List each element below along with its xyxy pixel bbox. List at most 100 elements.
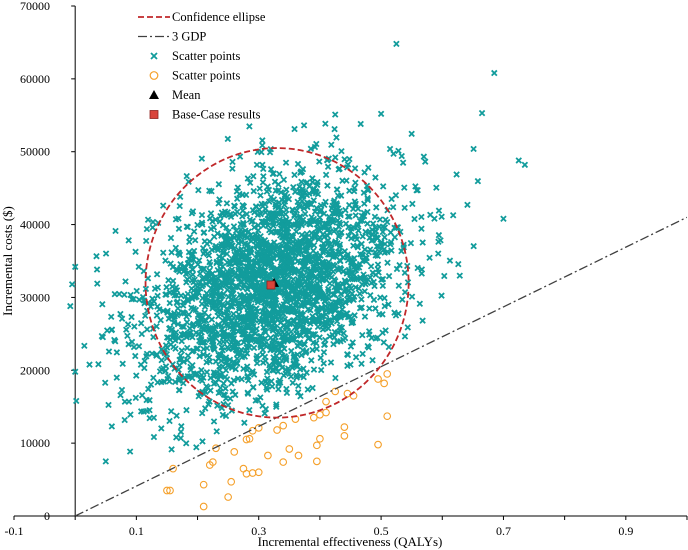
scatter-point-x xyxy=(426,254,433,262)
scatter-point-x xyxy=(308,357,315,364)
scatter-point-x xyxy=(233,208,241,216)
scatter-point-x xyxy=(269,245,276,252)
scatter-point-x xyxy=(255,222,262,229)
scatter-point-x xyxy=(278,196,286,204)
x-tick-label: 0.5 xyxy=(374,524,389,538)
scatter-point-x xyxy=(245,228,252,235)
scatter-point-x xyxy=(163,334,171,341)
scatter-point-x xyxy=(342,299,349,306)
scatter-point-x xyxy=(266,198,273,205)
scatter-point-circle xyxy=(224,493,232,501)
scatter-point-x xyxy=(240,331,247,338)
scatter-point-x xyxy=(154,284,162,291)
scatter-point-x xyxy=(229,388,237,395)
scatter-point-circle xyxy=(383,412,392,421)
scatter-point-x xyxy=(300,122,308,129)
scatter-point-x xyxy=(294,342,302,350)
scatter-point-x xyxy=(269,316,277,323)
scatter-point-x xyxy=(346,213,353,220)
scatter-point-x xyxy=(178,347,186,354)
scatter-point-x xyxy=(301,210,309,218)
scatter-point-x xyxy=(282,159,290,166)
scatter-point-x xyxy=(352,233,359,241)
scatter-point-x xyxy=(142,237,150,245)
scatter-point-circle xyxy=(279,421,288,430)
scatter-point-x xyxy=(196,270,204,277)
scatter-point-x xyxy=(178,355,185,363)
scatter-point-x xyxy=(401,269,409,277)
scatter-point-x xyxy=(221,232,228,239)
scatter-point-x xyxy=(228,278,235,285)
scatter-point-x xyxy=(121,416,128,424)
scatter-point-x xyxy=(274,288,281,296)
scatter-point-x xyxy=(241,331,249,338)
scatter-point-x xyxy=(306,236,313,244)
scatter-point-x xyxy=(311,331,319,338)
scatter-point-x xyxy=(295,250,302,258)
scatter-point-x xyxy=(363,254,370,262)
scatter-point-x xyxy=(235,349,243,357)
scatter-point-x xyxy=(143,225,151,233)
y-tick-label: 40000 xyxy=(20,218,50,232)
scatter-point-x xyxy=(320,259,328,267)
scatter-point-x xyxy=(193,444,200,451)
scatter-point-x xyxy=(478,109,486,117)
y-tick-label: 20000 xyxy=(20,363,50,377)
scatter-point-x xyxy=(347,235,355,242)
scatter-point-x xyxy=(311,274,319,281)
scatter-point-x xyxy=(238,259,245,266)
scatter-point-x xyxy=(249,368,256,375)
scatter-point-x xyxy=(344,351,351,358)
scatter-point-x xyxy=(291,352,298,360)
scatter-point-x xyxy=(271,356,278,364)
scatter-point-x xyxy=(217,371,225,379)
scatter-point-x xyxy=(434,250,442,257)
scatter-point-x xyxy=(210,380,218,387)
scatter-point-x xyxy=(223,200,231,207)
scatter-point-x xyxy=(264,183,271,190)
scatter-point-x xyxy=(210,224,218,231)
scatter-point-x xyxy=(322,198,329,206)
y-tick-label: 30000 xyxy=(20,290,50,304)
scatter-point-x xyxy=(377,110,385,118)
scatter-point-x xyxy=(144,385,152,393)
scatter-point-x xyxy=(260,173,267,180)
scatter-point-x xyxy=(366,305,373,312)
scatter-point-x xyxy=(331,328,339,336)
scatter-point-x xyxy=(250,384,257,391)
scatter-point-x xyxy=(298,289,305,296)
scatter-point-circle xyxy=(313,441,321,450)
scatter-point-x xyxy=(388,247,395,254)
scatter-point-circle xyxy=(163,486,171,495)
scatter-point-x xyxy=(222,395,230,402)
y-tick-label: 10000 xyxy=(20,436,50,450)
scatter-point-x xyxy=(175,366,182,374)
scatter-point-x xyxy=(153,271,161,278)
scatter-point-x xyxy=(133,287,140,295)
scatter-point-x xyxy=(133,372,140,379)
scatter-point-x xyxy=(301,263,308,271)
scatter-point-x xyxy=(349,259,357,266)
scatter-point-x xyxy=(266,210,273,217)
scatter-point-x xyxy=(337,257,344,265)
scatter-point-x xyxy=(200,351,207,358)
scatter-point-x xyxy=(283,186,290,193)
scatter-point-x xyxy=(140,408,147,415)
scatter-point-x xyxy=(259,359,267,366)
scatter-point-x xyxy=(146,414,153,422)
scatter-point-circle xyxy=(166,486,174,495)
scatter-point-x xyxy=(351,312,358,319)
scatter-point-x xyxy=(336,284,343,291)
scatter-point-x xyxy=(298,193,305,200)
scatter-point-x xyxy=(264,248,272,256)
scatter-point-x xyxy=(185,178,192,185)
scatter-point-circle xyxy=(199,480,208,489)
scatter-point-x xyxy=(259,203,266,210)
scatter-point-x xyxy=(212,278,220,285)
scatter-point-x xyxy=(372,174,379,181)
scatter-point-x xyxy=(175,215,182,222)
scatter-point-x xyxy=(299,192,307,200)
scatter-point-x xyxy=(326,263,333,271)
legend-entry: 3 GDP xyxy=(138,30,206,44)
scatter-point-x xyxy=(294,389,302,396)
